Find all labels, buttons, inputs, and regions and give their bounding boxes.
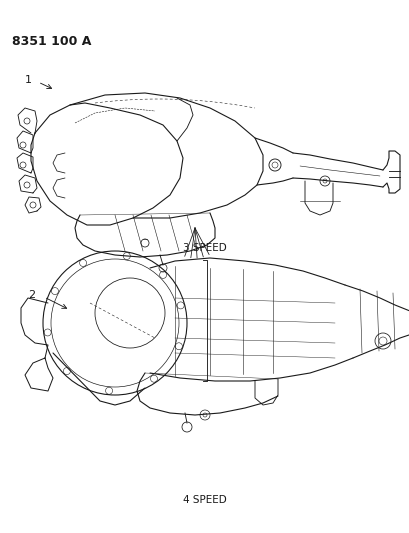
Text: 2: 2	[28, 290, 36, 300]
Text: 3 SPEED: 3 SPEED	[183, 243, 226, 253]
Text: 4 SPEED: 4 SPEED	[183, 495, 226, 505]
Text: 8351 100 A: 8351 100 A	[12, 35, 91, 48]
Text: 1: 1	[25, 75, 31, 85]
